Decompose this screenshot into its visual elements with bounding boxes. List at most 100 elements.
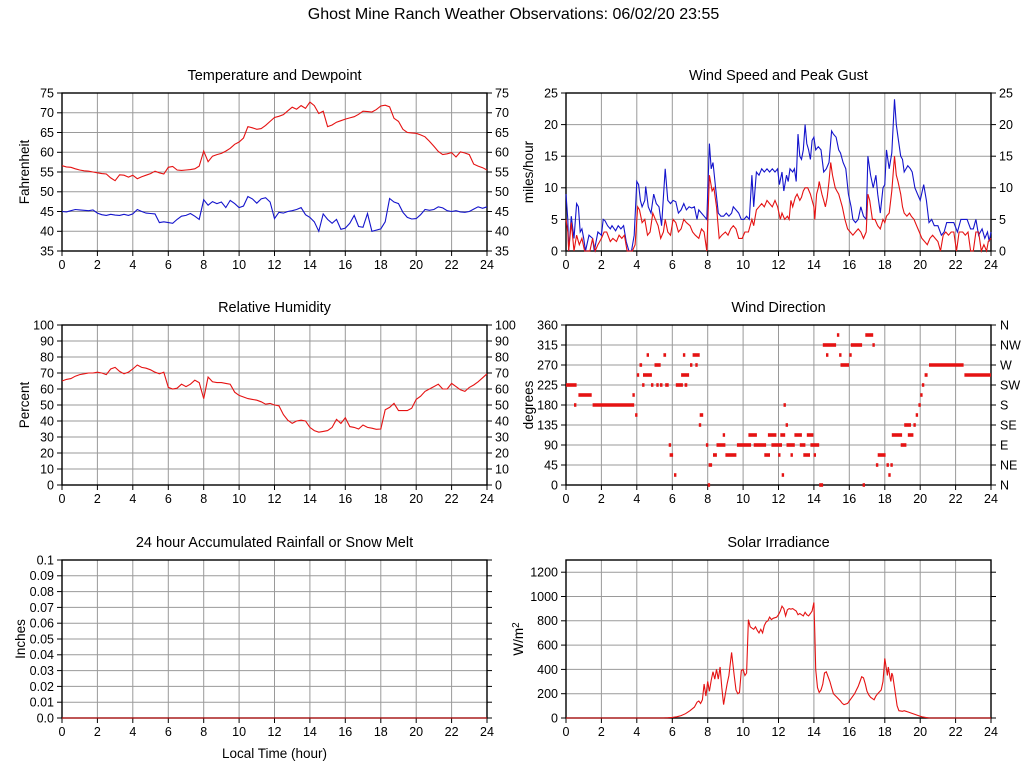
- series-wind-speed: [565, 156, 992, 254]
- svg-text:200: 200: [537, 687, 558, 701]
- tick-marks: [57, 559, 492, 723]
- svg-text:12: 12: [268, 492, 282, 506]
- svg-text:24: 24: [480, 725, 494, 739]
- svg-text:35: 35: [40, 244, 54, 258]
- svg-text:0: 0: [47, 478, 54, 492]
- svg-text:0: 0: [59, 725, 66, 739]
- svg-text:20: 20: [913, 258, 927, 272]
- svg-text:20: 20: [913, 492, 927, 506]
- gridlines: [61, 92, 488, 252]
- svg-text:1200: 1200: [530, 566, 558, 580]
- svg-text:4: 4: [633, 258, 640, 272]
- svg-text:S: S: [1000, 398, 1008, 412]
- svg-text:8: 8: [704, 258, 711, 272]
- chart-title: Temperature and Dewpoint: [187, 68, 361, 84]
- svg-text:0.1: 0.1: [37, 553, 54, 567]
- svg-text:60: 60: [495, 146, 509, 160]
- svg-text:360: 360: [537, 318, 558, 332]
- svg-text:15: 15: [999, 150, 1013, 164]
- svg-text:20: 20: [544, 118, 558, 132]
- svg-text:15: 15: [544, 150, 558, 164]
- svg-text:135: 135: [537, 418, 558, 432]
- svg-text:60: 60: [495, 382, 509, 396]
- svg-text:W: W: [1000, 358, 1012, 372]
- svg-text:5: 5: [551, 213, 558, 227]
- svg-text:8: 8: [200, 492, 207, 506]
- svg-text:6: 6: [669, 492, 676, 506]
- svg-text:6: 6: [165, 725, 172, 739]
- x-axis-label: Local Time (hour): [222, 746, 327, 761]
- svg-text:65: 65: [40, 126, 54, 140]
- tick-marks: [561, 571, 996, 723]
- svg-text:4: 4: [129, 492, 136, 506]
- svg-text:0: 0: [563, 492, 570, 506]
- svg-text:60: 60: [40, 382, 54, 396]
- series-peak-gust: [565, 99, 992, 252]
- series-temperature: [61, 101, 488, 182]
- svg-text:18: 18: [878, 492, 892, 506]
- svg-text:70: 70: [495, 106, 509, 120]
- svg-text:25: 25: [999, 86, 1013, 100]
- svg-text:16: 16: [842, 725, 856, 739]
- svg-text:400: 400: [537, 663, 558, 677]
- svg-text:35: 35: [495, 244, 509, 258]
- svg-text:22: 22: [445, 725, 459, 739]
- svg-text:E: E: [1000, 438, 1008, 452]
- svg-text:24: 24: [984, 725, 998, 739]
- svg-text:10: 10: [40, 462, 54, 476]
- svg-text:0: 0: [563, 725, 570, 739]
- svg-text:12: 12: [772, 492, 786, 506]
- svg-text:0.06: 0.06: [30, 617, 54, 631]
- svg-text:55: 55: [495, 165, 509, 179]
- chart-title: Wind Direction: [731, 300, 825, 316]
- svg-text:0.02: 0.02: [30, 680, 54, 694]
- svg-text:0: 0: [551, 244, 558, 258]
- svg-text:2: 2: [94, 725, 101, 739]
- svg-text:225: 225: [537, 378, 558, 392]
- chart-title: Relative Humidity: [218, 300, 332, 316]
- svg-text:800: 800: [537, 614, 558, 628]
- svg-text:0: 0: [563, 258, 570, 272]
- svg-text:NE: NE: [1000, 458, 1017, 472]
- svg-text:8: 8: [200, 258, 207, 272]
- svg-text:10: 10: [544, 181, 558, 195]
- chart-relative-humidity: 0102030405060708090100010203040506070809…: [17, 300, 516, 506]
- svg-text:10: 10: [736, 258, 750, 272]
- svg-text:180: 180: [537, 398, 558, 412]
- chart-title: Solar Irradiance: [727, 535, 829, 551]
- svg-text:90: 90: [40, 334, 54, 348]
- svg-text:22: 22: [445, 492, 459, 506]
- svg-text:8: 8: [200, 725, 207, 739]
- svg-text:0.01: 0.01: [30, 696, 54, 710]
- svg-text:45: 45: [544, 458, 558, 472]
- svg-text:0.09: 0.09: [30, 569, 54, 583]
- svg-text:70: 70: [40, 106, 54, 120]
- svg-text:40: 40: [495, 225, 509, 239]
- svg-text:270: 270: [537, 358, 558, 372]
- svg-text:0.08: 0.08: [30, 585, 54, 599]
- tick-marks: [57, 92, 492, 256]
- svg-text:6: 6: [165, 492, 172, 506]
- svg-text:12: 12: [268, 725, 282, 739]
- y-axis-label: W/m2: [511, 622, 526, 656]
- svg-text:100: 100: [495, 318, 516, 332]
- svg-text:20: 20: [999, 118, 1013, 132]
- svg-text:80: 80: [495, 350, 509, 364]
- svg-text:24: 24: [480, 258, 494, 272]
- svg-text:20: 20: [495, 446, 509, 460]
- svg-text:0.03: 0.03: [30, 664, 54, 678]
- svg-text:18: 18: [374, 492, 388, 506]
- svg-text:20: 20: [409, 258, 423, 272]
- svg-text:N: N: [1000, 318, 1009, 332]
- svg-text:5: 5: [999, 213, 1006, 227]
- tick-marks: [561, 324, 996, 490]
- svg-text:14: 14: [807, 492, 821, 506]
- svg-text:24: 24: [984, 258, 998, 272]
- svg-text:8: 8: [704, 492, 711, 506]
- svg-text:22: 22: [949, 492, 963, 506]
